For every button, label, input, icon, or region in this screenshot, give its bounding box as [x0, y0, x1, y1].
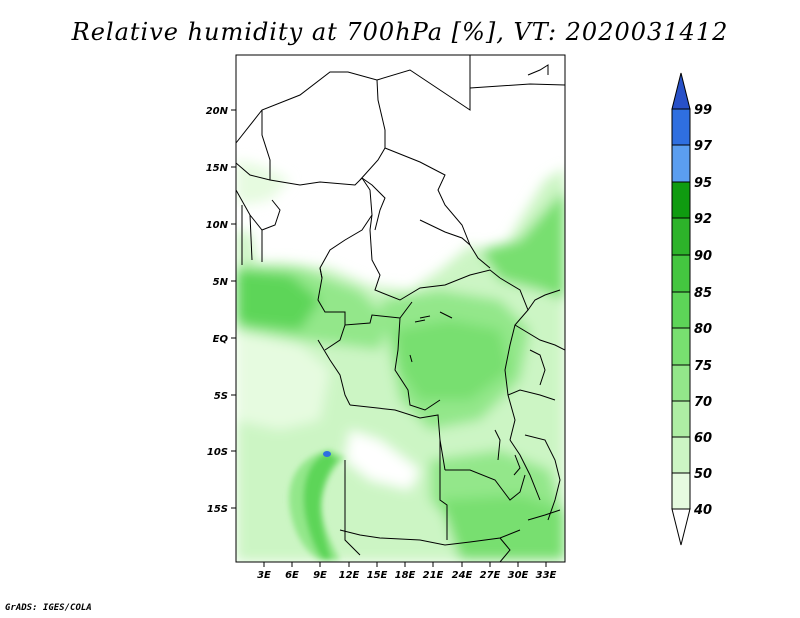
lon-label-9e: 9E [313, 570, 327, 581]
lat-label-15s: 15S [207, 504, 228, 515]
lat-label-eq: EQ [213, 334, 229, 345]
lat-label-15n: 15N [206, 163, 229, 174]
lon-label-3e: 3E [257, 570, 271, 581]
colorbar-label-70: 70 [694, 395, 712, 410]
colorbar-bottom-triangle [671, 508, 691, 546]
lon-labels: 3E 6E 9E 12E 15E 18E 21E 24E 27E 30E 33E [257, 570, 556, 581]
lat-label-10s: 10S [207, 447, 228, 458]
colorbar-segment-75-80 [671, 327, 691, 366]
lon-label-24e: 24E [452, 570, 473, 581]
lat-labels: 20N 15N 10N 5N EQ 5S 10S 15S [206, 106, 229, 515]
lat-label-10n: 10N [206, 220, 229, 231]
lon-label-33e: 33E [536, 570, 557, 581]
lon-axis [263, 562, 547, 567]
colorbar-segment-92-95 [671, 181, 691, 219]
colorbar-label-92: 92 [694, 212, 712, 227]
colorbar-segment-95-97 [671, 144, 691, 183]
country-borders [236, 55, 565, 562]
colorbar-segment-97-99 [671, 108, 691, 146]
colorbar-segment-80-85 [671, 291, 691, 329]
colorbar-label-75: 75 [694, 359, 712, 374]
page-title: Relative humidity at 700hPa [%], VT: 202… [71, 18, 729, 46]
colorbar-top-triangle [671, 72, 691, 110]
colorbar-label-60: 60 [694, 431, 712, 446]
colorbar-label-99: 99 [694, 103, 712, 118]
lon-label-30e: 30E [508, 570, 529, 581]
colorbar-segment-40-50 [671, 472, 691, 510]
lat-label-5s: 5S [214, 391, 228, 402]
colorbar-segment-60-70 [671, 400, 691, 438]
colorbar-segment-70-75 [671, 364, 691, 402]
colorbar-segment-50-60 [671, 436, 691, 474]
grads-credit: GrADS: IGES/COLA [5, 603, 92, 613]
colorbar-label-40: 40 [693, 503, 712, 518]
lon-label-15e: 15E [367, 570, 388, 581]
colorbar-label-50: 50 [694, 467, 712, 482]
colorbar-label-95: 95 [694, 176, 712, 191]
lat-axis [231, 109, 236, 509]
lon-label-18e: 18E [395, 570, 416, 581]
map-frame [235, 54, 566, 563]
lat-label-5n: 5N [213, 277, 229, 288]
colorbar-label-90: 90 [694, 249, 712, 264]
humidity-field [236, 55, 565, 562]
colorbar-label-85: 85 [694, 286, 712, 301]
colorbar-segment-90-92 [671, 217, 691, 256]
lat-label-20n: 20N [206, 106, 229, 117]
lon-label-12e: 12E [339, 570, 360, 581]
lon-label-21e: 21E [423, 570, 444, 581]
colorbar-segment-85-90 [671, 254, 691, 293]
colorbar: 40 50 60 70 75 80 85 90 92 95 97 99 [671, 72, 713, 546]
lon-label-27e: 27E [480, 570, 501, 581]
colorbar-label-97: 97 [694, 139, 713, 154]
colorbar-label-80: 80 [694, 322, 712, 337]
lon-label-6e: 6E [285, 570, 299, 581]
